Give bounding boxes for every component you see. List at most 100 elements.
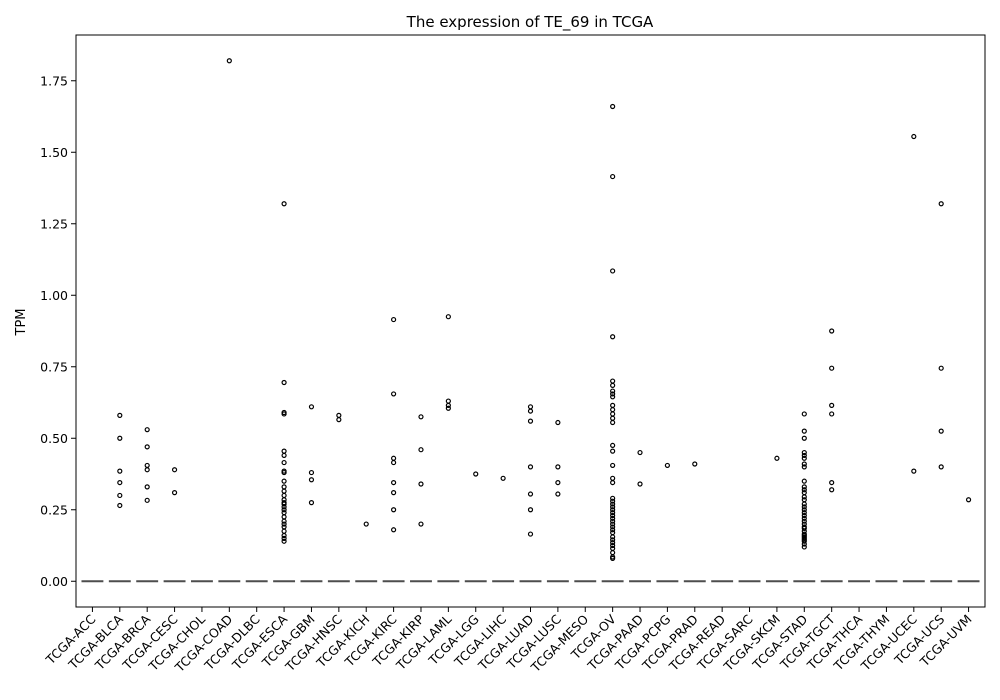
- chart-title: The expression of TE_69 in TCGA: [406, 13, 654, 32]
- outlier-point: [801, 411, 807, 417]
- outlier-point: [281, 524, 287, 530]
- outlier-point: [801, 518, 807, 524]
- outlier-point: [144, 427, 150, 433]
- outlier-point: [610, 475, 616, 481]
- outlier-point: [801, 538, 807, 544]
- outlier-point: [308, 477, 315, 483]
- outlier-point: [801, 512, 807, 519]
- outlier-point: [363, 521, 369, 527]
- outlier-point: [610, 173, 616, 180]
- outlier-point: [610, 495, 616, 501]
- outlier-point: [117, 412, 123, 418]
- outlier-point: [801, 464, 807, 470]
- outlier-point: [801, 494, 807, 500]
- outlier-point: [171, 490, 178, 496]
- outlier-point: [610, 382, 616, 388]
- outlier-point: [281, 448, 287, 454]
- outlier-point: [117, 435, 123, 441]
- outlier-point: [555, 491, 561, 497]
- outlier-point: [610, 394, 616, 400]
- outlier-point: [664, 462, 670, 469]
- outlier-point: [801, 452, 807, 459]
- outlier-point: [281, 478, 287, 484]
- outlier-point: [829, 479, 835, 486]
- outlier-point: [637, 481, 643, 487]
- outlier-point: [117, 479, 123, 486]
- outlier-point: [938, 464, 944, 470]
- outlier-point: [801, 504, 807, 510]
- outlier-point: [281, 518, 287, 524]
- outlier-point: [610, 555, 616, 561]
- outlier-point: [281, 538, 287, 544]
- outlier-point: [418, 521, 424, 527]
- outlier-point: [829, 487, 835, 493]
- outlier-point: [336, 412, 342, 418]
- outlier-point: [610, 545, 616, 551]
- outlier-point: [281, 521, 287, 527]
- outlier-point: [500, 475, 506, 481]
- outlier-point: [445, 402, 451, 408]
- outlier-point: [171, 467, 178, 473]
- outlier-point: [527, 491, 534, 497]
- y-axis-label: TPM: [14, 309, 29, 337]
- outlier-point: [144, 444, 150, 450]
- y-tick-label: 0.50: [40, 431, 68, 446]
- outlier-points: [117, 58, 972, 561]
- outlier-point: [144, 462, 150, 469]
- outlier-point: [445, 398, 451, 404]
- outlier-point: [527, 408, 534, 414]
- outlier-point: [637, 449, 643, 456]
- outlier-point: [281, 504, 287, 510]
- outlier-point: [610, 378, 616, 384]
- outlier-point: [610, 534, 616, 540]
- outlier-point: [527, 404, 534, 410]
- outlier-point: [281, 201, 287, 207]
- outlier-point: [610, 479, 616, 486]
- outlier-point: [801, 510, 807, 516]
- outlier-point: [281, 528, 287, 534]
- outlier-point: [117, 492, 123, 499]
- outlier-point: [308, 469, 315, 476]
- outlier-point: [610, 550, 616, 556]
- outlier-point: [418, 481, 424, 487]
- outlier-point: [281, 379, 287, 386]
- outlier-point: [527, 418, 534, 424]
- outlier-point: [610, 415, 616, 421]
- outlier-point: [610, 411, 616, 417]
- outlier-point: [610, 524, 616, 530]
- outlier-point: [801, 525, 807, 531]
- outlier-point: [801, 507, 807, 513]
- outlier-point: [829, 328, 835, 334]
- outlier-point: [801, 478, 807, 484]
- outlier-point: [610, 515, 616, 521]
- outlier-point: [281, 452, 287, 459]
- outlier-point: [527, 507, 534, 513]
- outlier-point: [801, 541, 807, 547]
- y-axis: 0.00 0.25 0.50 0.75 1.00 1.25 1.50 1.75: [40, 73, 76, 589]
- y-tick-label: 0.00: [40, 574, 68, 589]
- outlier-point: [610, 334, 616, 340]
- outlier-point: [965, 497, 972, 503]
- outlier-point: [610, 518, 616, 524]
- outlier-point: [692, 461, 698, 467]
- outlier-point: [281, 535, 287, 541]
- outlier-point: [938, 428, 944, 434]
- outlier-point: [610, 542, 616, 549]
- outlier-point: [391, 479, 397, 486]
- y-tick-label: 1.25: [40, 216, 68, 231]
- outlier-point: [391, 459, 397, 466]
- outlier-point: [801, 501, 807, 507]
- outlier-point: [144, 484, 150, 490]
- outlier-point: [829, 411, 835, 417]
- outlier-point: [555, 479, 561, 486]
- outlier-point: [610, 103, 616, 110]
- outlier-point: [391, 527, 397, 533]
- outlier-point: [281, 484, 287, 490]
- outlier-point: [610, 402, 616, 408]
- outlier-point: [610, 462, 616, 469]
- outlier-point: [281, 459, 287, 466]
- outlier-point: [445, 405, 451, 411]
- outlier-point: [610, 442, 616, 449]
- x-axis: TCGA-ACCTCGA-BLCATCGA-BRCATCGA-CESCTCGA-…: [42, 607, 975, 676]
